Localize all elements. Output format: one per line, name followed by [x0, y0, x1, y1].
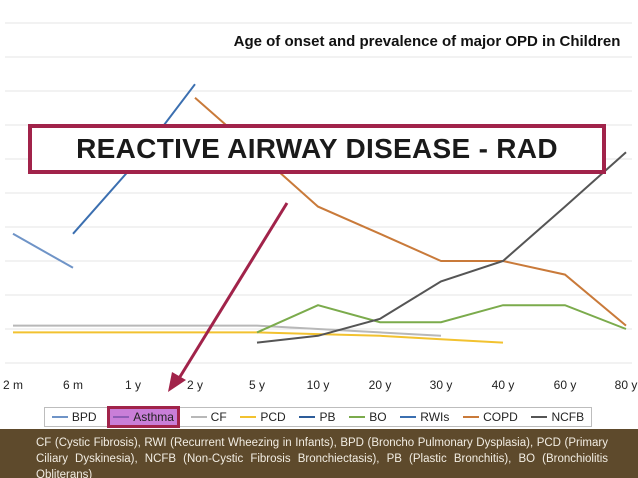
- x-tick-label: 30 y: [430, 378, 453, 392]
- legend-label: COPD: [483, 410, 518, 424]
- callout-arrowhead: [168, 372, 186, 392]
- series-line-cf: [13, 324, 442, 337]
- x-tick-label: 2 m: [3, 378, 23, 392]
- legend-swatch: [240, 416, 257, 418]
- callout-arrow: [168, 202, 289, 392]
- legend-label: Asthma: [133, 410, 174, 424]
- abbreviation-footnote: CF (Cystic Fibrosis), RWI (Recurrent Whe…: [0, 429, 638, 478]
- legend-item-cf: CF: [190, 410, 227, 424]
- series-line-ncfb: [256, 151, 627, 344]
- legend-swatch: [400, 416, 417, 418]
- legend-item-asthma: Asthma: [107, 406, 180, 428]
- gridlines: [5, 22, 632, 364]
- legend-label: NCFB: [551, 410, 585, 424]
- series-lines: [12, 83, 627, 344]
- series-line-pcd: [13, 331, 504, 344]
- legend-label: BO: [369, 410, 387, 424]
- x-tick-label: 2 y: [187, 378, 203, 392]
- legend-swatch: [531, 416, 548, 418]
- legend-swatch: [463, 416, 480, 418]
- legend-swatch: [299, 416, 316, 418]
- legend-label: PB: [319, 410, 336, 424]
- callout-text: REACTIVE AIRWAY DISEASE - RAD: [76, 133, 558, 164]
- legend-item-pcd: PCD: [240, 410, 286, 424]
- x-tick-label: 10 y: [307, 378, 330, 392]
- x-tick-label: 60 y: [554, 378, 577, 392]
- legend-item-bo: BO: [349, 410, 387, 424]
- legend-swatch: [190, 416, 207, 418]
- legend-item-pb: PB: [299, 410, 335, 424]
- legend-label: CF: [210, 410, 227, 424]
- x-tick-label: 20 y: [369, 378, 392, 392]
- legend-item-rwis: RWIs: [400, 410, 449, 424]
- legend-label: BPD: [71, 410, 97, 424]
- legend-swatch: [51, 416, 68, 418]
- legend-item-bpd: BPD: [51, 410, 97, 424]
- x-tick-label: 80 y: [615, 378, 638, 392]
- x-tick-labels: 2 m 6 m 1 y 2 y 5 y 10 y 20 y 30 y 40 y 60 y 80 y: [3, 378, 637, 392]
- x-tick-label: 6 m: [63, 378, 83, 392]
- series-line-bpd: [12, 232, 74, 269]
- legend-item-ncfb: NCFB: [531, 410, 584, 424]
- x-tick-label: 5 y: [249, 378, 265, 392]
- callout-box: REACTIVE AIRWAY DISEASE - RAD: [28, 124, 606, 174]
- callout-arrow-shaft: [176, 202, 289, 381]
- x-tick-label: 40 y: [492, 378, 515, 392]
- legend-swatch: [349, 416, 366, 418]
- legend-item-copd: COPD: [463, 410, 518, 424]
- legend-label: RWIs: [420, 410, 450, 424]
- x-tick-label: 1 y: [125, 378, 141, 392]
- legend-swatch: [113, 416, 130, 418]
- chart-title: Age of onset and prevalence of major OPD…: [233, 33, 621, 50]
- series-line-bo: [256, 304, 627, 334]
- legend-label: PCD: [260, 410, 286, 424]
- chart-legend: BPD Asthma CF PCD PB BO RWIs COPD NCFB: [44, 406, 592, 428]
